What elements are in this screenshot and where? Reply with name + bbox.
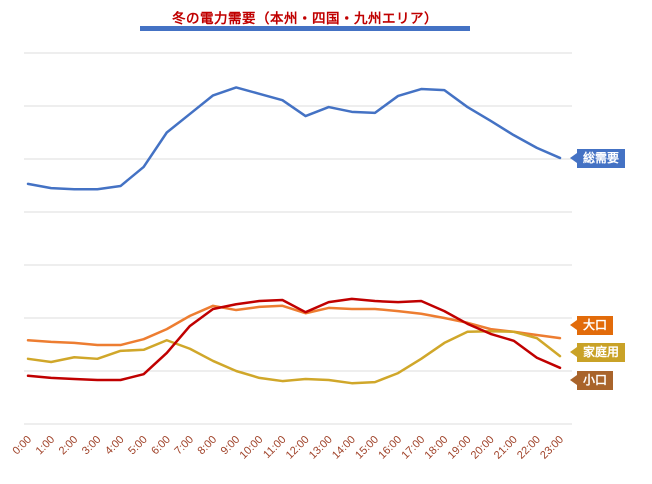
title-underline-bar: [140, 26, 470, 31]
svg-text:17:00: 17:00: [399, 434, 427, 462]
series-label-large-text: 大口: [577, 315, 614, 335]
series-label-household-text: 家庭用: [577, 342, 626, 362]
svg-text:12:00: 12:00: [284, 434, 312, 462]
svg-text:5:00: 5:00: [126, 434, 150, 458]
svg-text:20:00: 20:00: [469, 434, 497, 462]
series-label-household: 家庭用: [570, 342, 626, 362]
svg-text:18:00: 18:00: [423, 434, 451, 462]
svg-text:14:00: 14:00: [330, 434, 358, 462]
callout-arrow-icon: [570, 347, 577, 357]
svg-text:1:00: 1:00: [34, 434, 58, 458]
svg-text:3:00: 3:00: [80, 434, 104, 458]
svg-text:21:00: 21:00: [492, 434, 520, 462]
svg-text:15:00: 15:00: [353, 434, 381, 462]
chart-title: 冬の電力需要（本州・四国・九州エリア）: [172, 11, 438, 26]
svg-text:6:00: 6:00: [149, 434, 173, 458]
callout-arrow-icon: [570, 153, 577, 163]
series-label-small-text: 小口: [577, 370, 614, 390]
callout-arrow-icon: [570, 375, 577, 385]
svg-text:23:00: 23:00: [538, 434, 566, 462]
svg-text:4:00: 4:00: [103, 434, 127, 458]
svg-text:8:00: 8:00: [196, 434, 220, 458]
series-label-total: 総需要: [570, 148, 626, 168]
svg-text:7:00: 7:00: [172, 434, 196, 458]
svg-text:13:00: 13:00: [307, 434, 335, 462]
series-label-large: 大口: [570, 315, 614, 335]
svg-text:0:00: 0:00: [10, 434, 34, 458]
series-label-small: 小口: [570, 370, 614, 390]
svg-text:2:00: 2:00: [57, 434, 81, 458]
svg-text:22:00: 22:00: [515, 434, 543, 462]
svg-text:11:00: 11:00: [261, 434, 288, 461]
svg-text:19:00: 19:00: [446, 434, 474, 462]
callout-arrow-icon: [570, 320, 577, 330]
svg-text:16:00: 16:00: [376, 434, 404, 462]
series-label-total-text: 総需要: [577, 148, 626, 168]
svg-text:10:00: 10:00: [237, 434, 265, 462]
